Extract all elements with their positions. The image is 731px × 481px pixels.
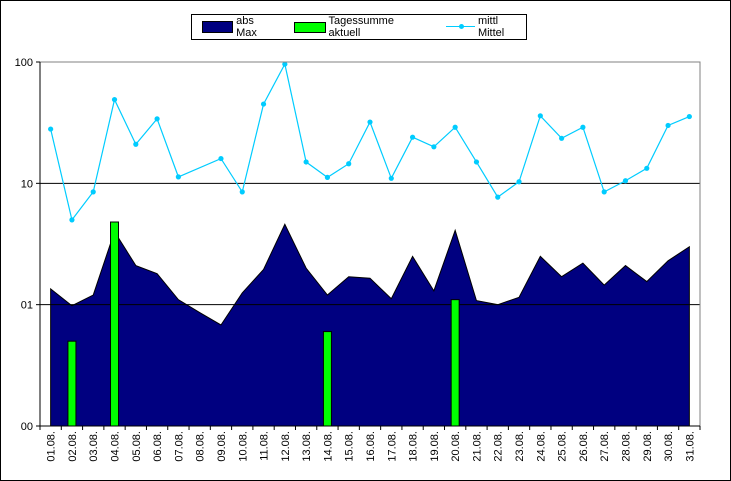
point-mittl-mittel	[516, 179, 522, 185]
point-mittl-mittel	[601, 189, 607, 195]
x-tick-label: 04.08.	[110, 431, 122, 462]
x-tick-label: 23.08.	[514, 431, 526, 462]
point-mittl-mittel	[559, 135, 565, 141]
legend-swatch-line	[445, 22, 476, 32]
point-mittl-mittel	[239, 189, 245, 195]
point-mittl-mittel	[175, 174, 181, 180]
point-mittl-mittel	[260, 101, 267, 107]
y-tick-label: 10	[21, 178, 33, 190]
y-tick-label: 100	[15, 57, 33, 69]
bar-tagessumme	[110, 221, 120, 427]
x-tick-label: 09.08.	[216, 431, 228, 462]
x-tick-label: 30.08.	[663, 431, 675, 462]
point-mittl-mittel	[473, 159, 480, 165]
x-tick-label: 10.08.	[237, 431, 249, 462]
point-mittl-mittel	[69, 217, 75, 223]
legend-swatch-bar	[294, 21, 326, 33]
x-tick-label: 07.08.	[173, 431, 185, 462]
line-mittl-mittel	[50, 62, 690, 222]
legend-item-tagessumme: Tagessumme aktuell	[294, 15, 425, 39]
point-mittl-mittel	[48, 126, 54, 132]
point-mittl-mittel	[495, 194, 501, 200]
legend: abs Max Tagessumme aktuell mittl Mittel	[191, 14, 527, 40]
point-mittl-mittel	[431, 144, 437, 150]
legend-label: mittl Mittel	[477, 15, 505, 39]
x-tick-label: 20.08.	[450, 431, 462, 462]
point-mittl-mittel	[409, 134, 416, 140]
x-tick-label: 13.08.	[301, 431, 313, 462]
x-tick-label: 03.08.	[88, 431, 100, 462]
legend-swatch-area	[202, 21, 234, 33]
x-tick-label: 14.08.	[322, 431, 334, 462]
point-mittl-mittel	[580, 124, 586, 130]
point-mittl-mittel	[133, 141, 139, 147]
x-tick-label: 08.08.	[195, 431, 207, 462]
x-tick-label: 28.08.	[620, 431, 632, 462]
bar-tagessumme	[322, 331, 332, 427]
x-tick-label: 29.08.	[642, 431, 654, 462]
x-tick-label: 31.08.	[684, 431, 696, 462]
x-tick-label: 19.08.	[429, 431, 441, 462]
point-mittl-mittel	[218, 155, 224, 162]
point-mittl-mittel	[686, 113, 692, 120]
point-mittl-mittel	[537, 113, 543, 119]
area-abs-max	[50, 223, 690, 427]
point-mittl-mittel	[111, 96, 118, 103]
point-mittl-mittel	[303, 159, 309, 165]
point-mittl-mittel	[622, 178, 629, 184]
point-mittl-mittel	[346, 161, 352, 167]
point-mittl-mittel	[154, 116, 160, 122]
x-tick-label: 01.08.	[46, 431, 58, 462]
legend-label: Tagessumme aktuell	[328, 15, 394, 39]
bar-tagessumme	[450, 299, 460, 427]
x-tick-label: 15.08.	[344, 431, 356, 462]
x-tick-label: 05.08.	[131, 431, 143, 462]
point-mittl-mittel	[452, 124, 458, 130]
x-tick-label: 25.08.	[557, 431, 569, 462]
point-mittl-mittel	[324, 174, 331, 180]
x-tick-label: 02.08.	[67, 431, 79, 462]
x-tick-label: 06.08.	[152, 431, 164, 462]
x-tick-label: 18.08.	[408, 431, 420, 462]
x-tick-label: 11.08.	[259, 431, 271, 461]
y-tick-label: 00	[21, 421, 33, 433]
legend-item-mittl-mittel: mittl Mittel	[445, 15, 526, 39]
x-tick-label: 21.08.	[471, 431, 483, 462]
x-tick-label: 27.08.	[599, 431, 611, 462]
bar-tagessumme	[67, 340, 77, 427]
x-tick-label: 12.08.	[280, 431, 292, 462]
x-tick-label: 26.08.	[578, 431, 590, 462]
point-mittl-mittel	[644, 165, 650, 171]
point-mittl-mittel	[90, 189, 96, 195]
x-tick-label: 22.08.	[493, 431, 505, 462]
legend-label: abs Max	[236, 15, 257, 39]
x-tick-label: 16.08.	[365, 431, 377, 462]
x-tick-label: 24.08.	[535, 431, 547, 462]
point-mittl-mittel	[367, 119, 373, 125]
y-tick-label: 01	[21, 300, 33, 312]
x-tick-label: 17.08.	[386, 431, 398, 462]
point-mittl-mittel	[665, 122, 671, 129]
legend-item-abs-max: abs Max	[202, 15, 276, 39]
point-mittl-mittel	[388, 175, 394, 181]
point-mittl-mittel	[282, 61, 288, 67]
